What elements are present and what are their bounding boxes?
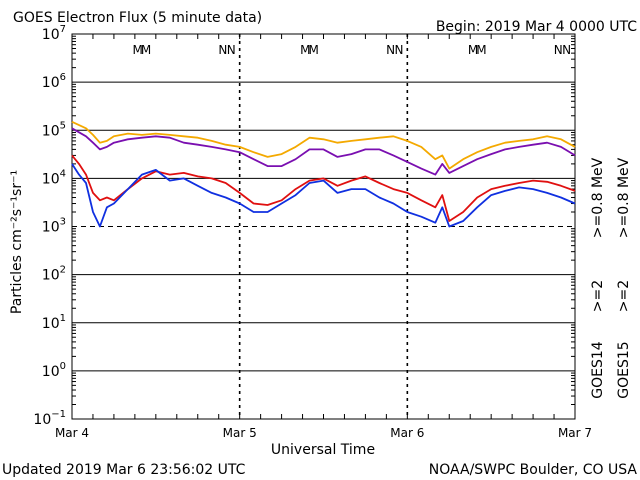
satellite-marker: M bbox=[476, 43, 486, 57]
satellite-marker: M bbox=[468, 43, 478, 57]
y-tick-mantissa: 10 bbox=[42, 123, 60, 139]
satellite-marker: M bbox=[141, 43, 151, 57]
legend-goes15: GOES15 bbox=[616, 341, 632, 398]
y-tick-exponent: 2 bbox=[60, 265, 66, 276]
y-tick-mantissa: 10 bbox=[42, 75, 60, 91]
y-tick-label: 107 bbox=[42, 24, 66, 43]
y-tick-label: 105 bbox=[42, 120, 66, 139]
satellite-marker: M bbox=[300, 43, 310, 57]
series-layer bbox=[71, 120, 576, 228]
series-line bbox=[71, 163, 576, 228]
x-tick-label: Mar 4 bbox=[55, 426, 89, 440]
y-tick-mantissa: 10 bbox=[42, 27, 60, 43]
y-tick-label: 100 bbox=[42, 361, 66, 380]
satellite-marker: N bbox=[562, 43, 571, 57]
chart-title: GOES Electron Flux (5 minute data) bbox=[13, 10, 262, 26]
y-tick-exponent: −1 bbox=[51, 409, 66, 420]
legend-goes15-08mev: >=0.8 MeV bbox=[616, 157, 632, 238]
y-tick-label: 106 bbox=[42, 72, 66, 91]
y-tick-exponent: 7 bbox=[60, 24, 66, 35]
series-line bbox=[71, 127, 576, 176]
satellite-markers: MM N N MM N N MM N N bbox=[132, 43, 571, 57]
legend-goes14-2mev: >=2 bbox=[590, 280, 606, 312]
y-tick-exponent: 4 bbox=[60, 168, 66, 179]
y-tick-label: 10−1 bbox=[33, 409, 66, 428]
legend-goes14-08mev: >=0.8 MeV bbox=[590, 157, 606, 238]
legend: GOES14 GOES15 >=2 >=2 >=0.8 MeV >=0.8 Me… bbox=[590, 157, 632, 398]
satellite-marker: N bbox=[218, 43, 227, 57]
y-tick-mantissa: 10 bbox=[42, 171, 60, 187]
y-tick-label: 101 bbox=[42, 313, 66, 332]
satellite-marker: M bbox=[309, 43, 319, 57]
y-tick-mantissa: 10 bbox=[42, 268, 60, 284]
gridlines bbox=[72, 34, 575, 419]
y-tick-exponent: 0 bbox=[60, 361, 66, 372]
satellite-marker: M bbox=[132, 43, 142, 57]
legend-goes15-2mev: >=2 bbox=[616, 280, 632, 312]
satellite-marker: N bbox=[227, 43, 236, 57]
satellite-marker: N bbox=[554, 43, 563, 57]
satellite-marker: N bbox=[394, 43, 403, 57]
x-tick-labels: Mar 4 Mar 5 Mar 6 Mar 7 bbox=[55, 426, 592, 440]
y-tick-exponent: 5 bbox=[60, 120, 66, 131]
x-tick-label: Mar 6 bbox=[390, 426, 424, 440]
y-tick-mantissa: 10 bbox=[42, 316, 60, 332]
y-tick-mantissa: 10 bbox=[42, 364, 60, 380]
legend-goes14: GOES14 bbox=[590, 341, 606, 399]
series-line bbox=[71, 154, 576, 222]
satellite-marker: N bbox=[386, 43, 395, 57]
y-tick-label: 103 bbox=[42, 217, 66, 236]
y-tick-label: 104 bbox=[42, 168, 66, 187]
x-tick-label: Mar 5 bbox=[223, 426, 257, 440]
x-tick-label: Mar 7 bbox=[558, 426, 592, 440]
y-tick-mantissa: 10 bbox=[42, 220, 60, 236]
begin-date: Begin: 2019 Mar 4 0000 UTC bbox=[436, 19, 637, 35]
y-tick-exponent: 6 bbox=[60, 72, 66, 83]
y-tick-exponent: 1 bbox=[60, 313, 66, 324]
series-line bbox=[71, 120, 576, 170]
y-tick-mantissa: 10 bbox=[33, 412, 51, 428]
y-tick-label: 102 bbox=[42, 265, 66, 284]
credit-text: NOAA/SWPC Boulder, CO USA bbox=[429, 462, 638, 478]
y-tick-exponent: 3 bbox=[60, 217, 66, 228]
updated-timestamp: Updated 2019 Mar 6 23:56:02 UTC bbox=[2, 462, 246, 478]
y-axis-label: Particles cm⁻²s⁻¹sr⁻¹ bbox=[9, 170, 25, 314]
x-axis-label: Universal Time bbox=[271, 442, 375, 458]
